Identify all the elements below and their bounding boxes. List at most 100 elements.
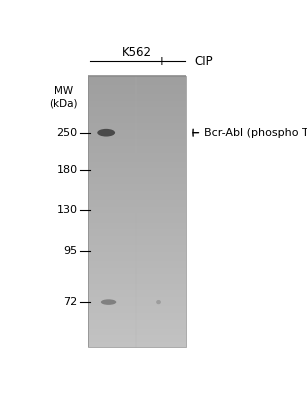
Bar bbox=[88, 236, 186, 238]
Text: MW
(kDa): MW (kDa) bbox=[49, 86, 78, 108]
Bar bbox=[88, 344, 186, 347]
Bar bbox=[88, 195, 186, 198]
Bar bbox=[88, 202, 186, 204]
Text: 180: 180 bbox=[56, 165, 78, 175]
Bar bbox=[88, 111, 186, 114]
Bar bbox=[88, 310, 186, 313]
Bar bbox=[88, 249, 186, 252]
Bar bbox=[88, 267, 186, 270]
Bar bbox=[88, 285, 186, 288]
Bar bbox=[88, 100, 186, 103]
Bar bbox=[88, 89, 186, 92]
Bar bbox=[88, 184, 186, 186]
Bar bbox=[88, 256, 186, 259]
Bar bbox=[88, 120, 186, 123]
Bar bbox=[88, 134, 186, 137]
Text: CIP: CIP bbox=[194, 55, 213, 68]
Bar bbox=[88, 244, 186, 247]
Bar bbox=[88, 154, 186, 157]
Bar bbox=[88, 93, 186, 96]
Bar bbox=[88, 75, 186, 78]
Ellipse shape bbox=[156, 300, 161, 304]
Bar bbox=[88, 107, 186, 110]
Bar bbox=[88, 258, 186, 261]
Bar bbox=[88, 129, 186, 132]
Bar bbox=[88, 172, 186, 175]
Text: 72: 72 bbox=[63, 297, 78, 307]
Bar bbox=[88, 251, 186, 254]
Bar bbox=[88, 218, 186, 220]
Bar bbox=[88, 224, 186, 227]
Bar bbox=[88, 229, 186, 232]
Bar bbox=[88, 166, 186, 168]
Bar bbox=[88, 136, 186, 139]
Bar bbox=[88, 98, 186, 100]
Bar bbox=[88, 188, 186, 191]
Bar bbox=[88, 77, 186, 80]
Bar bbox=[88, 240, 186, 243]
Bar bbox=[88, 238, 186, 241]
Bar bbox=[88, 254, 186, 256]
Bar bbox=[88, 220, 186, 222]
Bar bbox=[88, 281, 186, 284]
Bar bbox=[88, 274, 186, 277]
Bar bbox=[88, 294, 186, 297]
Bar bbox=[88, 272, 186, 274]
Bar bbox=[88, 314, 186, 317]
Bar bbox=[88, 215, 186, 218]
Bar bbox=[88, 156, 186, 159]
Bar bbox=[88, 260, 186, 263]
Bar bbox=[88, 76, 186, 347]
Text: 95: 95 bbox=[64, 246, 78, 256]
Bar bbox=[88, 161, 186, 164]
Bar bbox=[88, 233, 186, 236]
Bar bbox=[88, 199, 186, 202]
Bar bbox=[88, 278, 186, 281]
Text: 250: 250 bbox=[56, 128, 78, 138]
Bar bbox=[88, 312, 186, 315]
Bar bbox=[88, 116, 186, 119]
Bar bbox=[88, 152, 186, 155]
Bar bbox=[88, 342, 186, 344]
Bar bbox=[88, 122, 186, 126]
Bar bbox=[88, 147, 186, 150]
Ellipse shape bbox=[97, 129, 115, 136]
Bar bbox=[88, 197, 186, 200]
Bar bbox=[88, 324, 186, 326]
Bar bbox=[88, 317, 186, 320]
Bar bbox=[88, 211, 186, 214]
Bar bbox=[88, 96, 186, 98]
Bar bbox=[88, 104, 186, 107]
Text: 130: 130 bbox=[56, 205, 78, 215]
Bar bbox=[88, 306, 186, 308]
Bar bbox=[88, 127, 186, 130]
Bar bbox=[88, 141, 186, 144]
Bar bbox=[88, 290, 186, 292]
Bar bbox=[88, 288, 186, 290]
Bar bbox=[88, 170, 186, 173]
Bar bbox=[88, 102, 186, 105]
Bar bbox=[88, 190, 186, 193]
Bar bbox=[88, 109, 186, 112]
Bar bbox=[88, 296, 186, 299]
Bar bbox=[88, 335, 186, 338]
Bar bbox=[88, 321, 186, 324]
Bar bbox=[88, 186, 186, 189]
Bar bbox=[88, 84, 186, 87]
Bar bbox=[88, 208, 186, 211]
Bar bbox=[88, 145, 186, 148]
Bar bbox=[88, 177, 186, 180]
Bar bbox=[88, 82, 186, 85]
Bar bbox=[88, 242, 186, 245]
Text: K562: K562 bbox=[122, 46, 152, 59]
Bar bbox=[88, 262, 186, 266]
Bar bbox=[88, 80, 186, 82]
Bar bbox=[88, 332, 186, 336]
Text: +: + bbox=[157, 55, 167, 68]
Bar bbox=[88, 269, 186, 272]
Bar bbox=[88, 226, 186, 229]
Text: −: − bbox=[105, 55, 115, 68]
Bar bbox=[88, 114, 186, 116]
Bar bbox=[88, 292, 186, 295]
Bar bbox=[88, 303, 186, 306]
